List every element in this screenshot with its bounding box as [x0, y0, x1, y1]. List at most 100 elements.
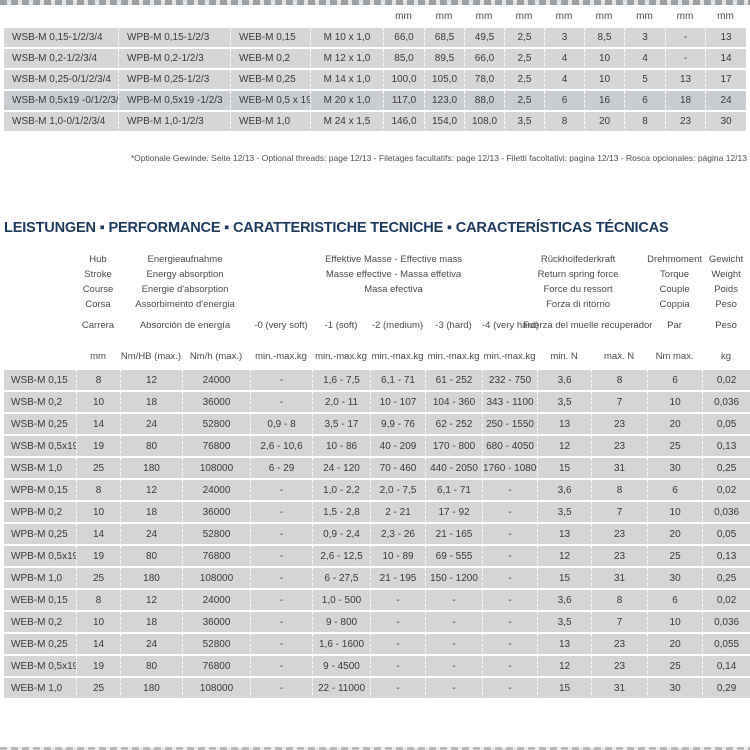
unit-cell: mm [555, 11, 573, 22]
header-label-line: Return spring force [537, 269, 619, 280]
header-label-line: Assorbimento d'energia [135, 299, 235, 310]
table-cell: 24 [120, 524, 182, 546]
table-cell: 36000 [182, 612, 251, 634]
grade-label-medium: -2 (medium) [371, 320, 424, 331]
table-cell: 150 - 1200 [425, 568, 483, 590]
table-cell: WSB-M 0,15-1/2/3/4 [4, 28, 118, 49]
table-cell: 25 [76, 678, 120, 700]
table-cell: 0,14 [702, 656, 750, 678]
table-row: WEB-M 0,5x19 19 80 76800-9 - 4500- - -12 23 25 0… [4, 656, 750, 678]
table-cell: M 14 x 1,0 [310, 70, 383, 91]
table-cell: 0,036 [702, 502, 750, 524]
table-cell: 23 [591, 436, 648, 458]
table-cell: WSB-M 1,0-0/1/2/3/4 [4, 112, 118, 133]
table-cell: 0,036 [702, 612, 750, 634]
table-cell: 21 - 195 [370, 568, 426, 590]
table-cell: 3,6 [537, 590, 592, 612]
table-cell: 0,036 [702, 392, 750, 414]
table-cell: 17 [705, 70, 746, 91]
table-cell: 76800 [182, 656, 251, 678]
table-cell: 8 [591, 590, 648, 612]
table-cell: - [250, 678, 313, 700]
table-cell: 18 [120, 502, 182, 524]
table-cell: - [665, 49, 705, 70]
table-row: WPB-M 1,0 25 180 108000-6 - 27,5 21 - 195 150… [4, 568, 750, 590]
table-cell: 8 [544, 112, 584, 133]
table-cell: 108,0 [464, 112, 504, 133]
table-cell: 7 [591, 502, 648, 524]
table-cell: 6,1 - 71 [370, 370, 426, 392]
table-cell: 8 [76, 370, 120, 392]
table-cell: - [482, 502, 538, 524]
unit-cell: Nm max. [655, 351, 694, 362]
table-cell: 0,9 - 8 [250, 414, 313, 436]
table-cell: 24 [120, 634, 182, 656]
table-cell: 21 - 165 [425, 524, 483, 546]
header-label-line: Force du ressort [543, 284, 613, 295]
table-cell: 70 - 460 [370, 458, 426, 480]
table-cell: - [425, 590, 483, 612]
table-cell: 12 [537, 546, 592, 568]
unit-cell: min.-max.kg [255, 351, 307, 362]
table-cell: - [250, 656, 313, 678]
unit-cell: mm [595, 11, 613, 22]
energy-header-line: Absorción de energía [139, 320, 231, 331]
table-cell: 0,9 - 2,4 [312, 524, 371, 546]
table-cell: 9 - 800 [312, 612, 371, 634]
table-cell: 31 [591, 678, 648, 700]
table-cell: 3,5 [537, 502, 592, 524]
table-cell: 8 [624, 112, 665, 133]
unit-cell: min. N [550, 351, 578, 362]
table-cell: WEB-M 0,2 [4, 612, 76, 634]
table-cell: - [250, 370, 313, 392]
table-cell: 62 - 252 [425, 414, 483, 436]
table-cell: 15 [537, 458, 592, 480]
table-cell: - [482, 612, 538, 634]
table-cell: 10 - 86 [312, 436, 371, 458]
table-cell: WPB-M 1,0 [4, 568, 76, 590]
header-label-line: Energie d'absorption [141, 284, 229, 295]
table-cell: 10 [647, 392, 703, 414]
table-cell: 8 [591, 480, 648, 502]
table-cell: 2,5 [504, 49, 544, 70]
table-cell: 80 [120, 546, 182, 568]
top-dashed-divider [0, 0, 750, 5]
table-cell: 80 [120, 436, 182, 458]
table-cell: 2 - 21 [370, 502, 426, 524]
table-cell: 24 - 120 [312, 458, 371, 480]
spring-header-line: Fuerza del muelle recuperador [523, 320, 653, 331]
performance-table: Hub Stroke Course Corsa Energieaufnahme Ener… [4, 252, 750, 700]
table-cell: - [665, 28, 705, 49]
table-cell: WEB-M 0,5x19 [4, 656, 76, 678]
table-cell: 6 - 29 [250, 458, 313, 480]
header-label-line: Corsa [85, 299, 111, 310]
table-cell: 20 [647, 634, 703, 656]
table-cell: 0,13 [702, 546, 750, 568]
table-cell: 61 - 252 [425, 370, 483, 392]
table-cell: 0,02 [702, 370, 750, 392]
unit-cell: mm [435, 11, 453, 22]
unit-cell: mm [676, 11, 694, 22]
header-label-line: Stroke [84, 269, 112, 280]
table-cell: - [482, 524, 538, 546]
table-cell: WEB-M 0,2 [230, 49, 310, 70]
header-label-line: Gewicht [708, 254, 744, 265]
table-cell: 0,25 [702, 568, 750, 590]
table-cell: 14 [705, 49, 746, 70]
table-cell: M 24 x 1,5 [310, 112, 383, 133]
table-cell: WEB-M 0,15 [230, 28, 310, 49]
table-cell: - [482, 634, 538, 656]
table-cell: 85,0 [383, 49, 424, 70]
table-cell: 15 [537, 678, 592, 700]
table-cell: WSB-M 0,25 [4, 414, 76, 436]
table-cell: 52800 [182, 524, 251, 546]
table-cell: - [425, 656, 483, 678]
table-cell: 30 [647, 458, 703, 480]
performance-units-row: mm Nm/HB (max.) Nm/h (max.) min.-max.kg … [4, 338, 750, 370]
table-cell: 104 - 360 [425, 392, 483, 414]
table-cell: 49,5 [464, 28, 504, 49]
table-cell: WSB-M 0,5x19 -0/1/2/3/4 [4, 91, 118, 112]
header-label-line: Couple [659, 284, 690, 295]
torque-header-line: Par [667, 320, 682, 331]
table-cell: 117,0 [383, 91, 424, 112]
